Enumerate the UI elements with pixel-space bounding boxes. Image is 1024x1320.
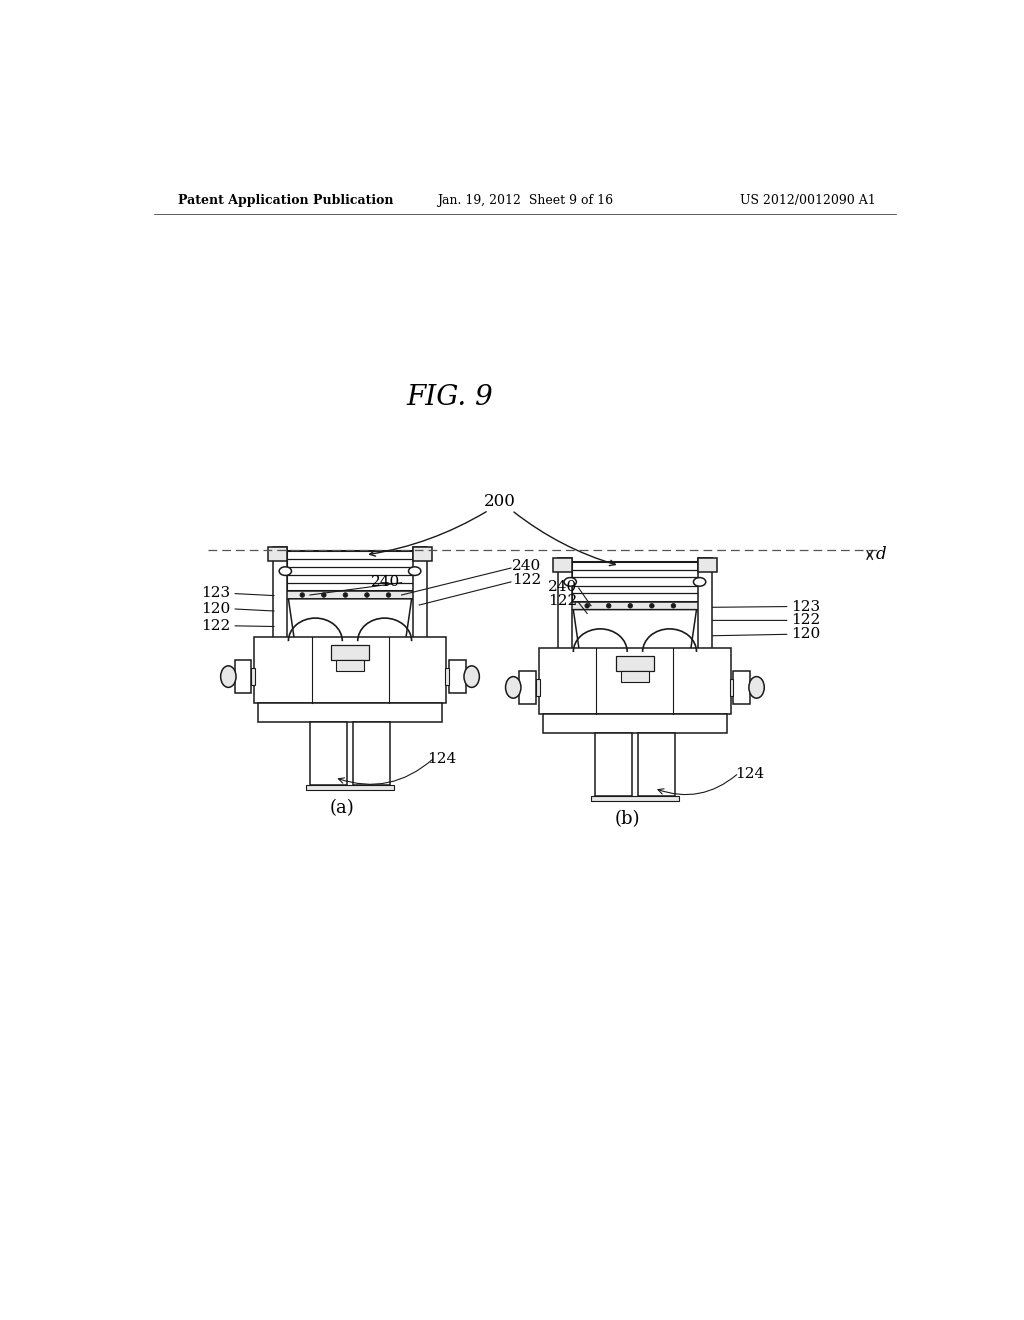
Ellipse shape (280, 566, 292, 576)
Ellipse shape (749, 677, 764, 698)
Text: 240: 240 (548, 579, 578, 594)
Bar (413, 548, 427, 649)
Bar (353, 722, 390, 785)
Text: 123: 123 (202, 586, 230, 601)
Text: 122: 122 (548, 594, 578, 609)
Text: FIG. 9: FIG. 9 (407, 384, 494, 411)
Text: 120: 120 (202, 602, 230, 616)
Text: (b): (b) (614, 810, 640, 828)
Bar (252, 668, 255, 685)
Ellipse shape (585, 603, 590, 609)
Text: (a): (a) (330, 800, 354, 817)
Bar (310, 722, 347, 785)
Bar (449, 660, 466, 693)
Text: Patent Application Publication: Patent Application Publication (178, 194, 394, 207)
Bar (444, 668, 449, 685)
Text: d: d (876, 546, 887, 564)
Bar (519, 671, 537, 704)
Ellipse shape (649, 603, 654, 609)
Bar (268, 548, 287, 561)
Bar (553, 558, 571, 572)
Bar (733, 671, 751, 704)
Bar (306, 785, 394, 789)
Bar (331, 645, 370, 660)
Text: 200: 200 (484, 492, 516, 510)
Ellipse shape (671, 603, 676, 609)
Ellipse shape (322, 593, 326, 597)
Text: 124: 124 (735, 767, 764, 781)
Ellipse shape (464, 665, 479, 688)
Bar (621, 671, 649, 682)
Bar (543, 714, 727, 733)
Bar (336, 660, 364, 671)
Bar (413, 548, 432, 561)
Ellipse shape (409, 566, 421, 576)
Bar (537, 678, 541, 696)
Bar (595, 733, 632, 796)
Bar (558, 558, 571, 660)
Bar (638, 733, 675, 796)
Ellipse shape (386, 593, 391, 597)
Bar (539, 648, 731, 714)
Ellipse shape (300, 593, 304, 597)
Text: Jan. 19, 2012  Sheet 9 of 16: Jan. 19, 2012 Sheet 9 of 16 (437, 194, 612, 207)
Text: 122: 122 (792, 614, 820, 627)
Bar (258, 702, 442, 722)
Bar (568, 602, 701, 610)
Ellipse shape (606, 603, 611, 609)
Bar (698, 558, 717, 572)
Bar (234, 660, 252, 693)
Bar (730, 678, 733, 696)
Text: 123: 123 (792, 599, 820, 614)
Bar (698, 558, 712, 660)
Text: 124: 124 (427, 752, 457, 766)
Ellipse shape (220, 665, 237, 688)
Bar (615, 656, 654, 671)
Bar (571, 562, 698, 602)
Ellipse shape (564, 578, 577, 586)
Ellipse shape (365, 593, 370, 597)
Ellipse shape (506, 677, 521, 698)
Text: 120: 120 (792, 627, 820, 642)
Bar (287, 552, 414, 591)
Ellipse shape (693, 578, 706, 586)
Text: US 2012/0012090 A1: US 2012/0012090 A1 (740, 194, 876, 207)
Polygon shape (573, 610, 696, 652)
Polygon shape (289, 599, 412, 642)
Text: 122: 122 (512, 573, 541, 587)
Text: 122: 122 (202, 619, 230, 632)
Bar (273, 548, 287, 649)
Bar (591, 796, 679, 800)
Ellipse shape (628, 603, 633, 609)
Bar (254, 638, 446, 702)
Ellipse shape (343, 593, 348, 597)
Bar (284, 591, 417, 599)
Text: 240: 240 (371, 576, 400, 589)
Text: 240: 240 (512, 560, 541, 573)
